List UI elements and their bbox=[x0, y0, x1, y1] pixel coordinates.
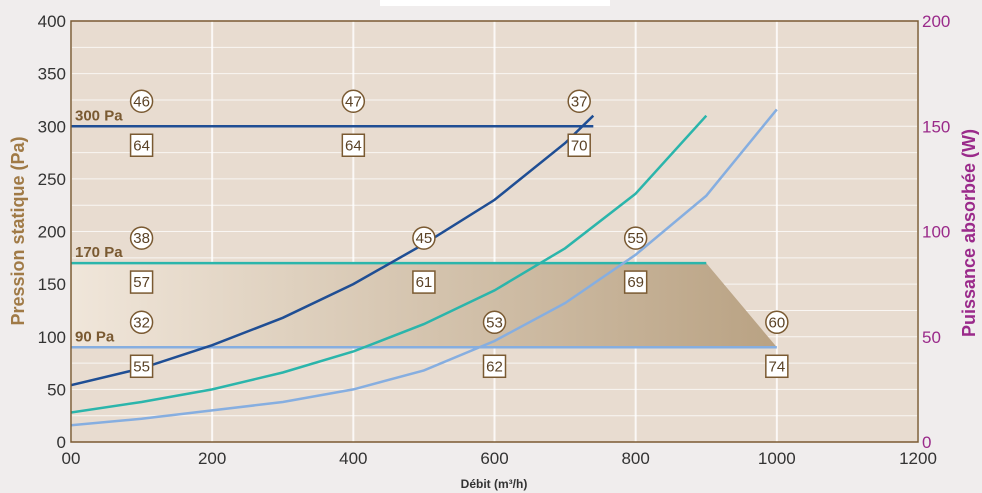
y2-tick-label: 50 bbox=[922, 328, 941, 347]
power-curve-300 bbox=[71, 114, 595, 387]
noise-circle-value: 46 bbox=[133, 93, 150, 110]
x-tick-label: 1200 bbox=[899, 449, 937, 468]
noise-circle-marker bbox=[412, 226, 436, 250]
operating-area-shape bbox=[71, 263, 777, 348]
y-tick-label: 100 bbox=[38, 328, 66, 347]
x-tick-label: 1000 bbox=[758, 449, 796, 468]
noise-square-marker bbox=[129, 133, 154, 157]
noise-circle-marker bbox=[129, 89, 154, 113]
x-tick-label: 800 bbox=[621, 449, 649, 468]
power-curve-90 bbox=[71, 108, 778, 427]
noise-circle-value: 55 bbox=[627, 230, 644, 247]
noise-square-value: 62 bbox=[486, 358, 503, 375]
operating-area bbox=[71, 263, 777, 348]
y2-tick-label: 100 bbox=[922, 223, 950, 242]
noise-square-value: 70 bbox=[571, 137, 588, 154]
noise-square-marker bbox=[765, 354, 789, 379]
y-tick-label: 200 bbox=[38, 223, 66, 242]
y-tick-label: 250 bbox=[38, 170, 66, 189]
noise-square-marker bbox=[129, 270, 154, 294]
power-curve-170 bbox=[71, 114, 708, 414]
y-tick-label: 0 bbox=[57, 433, 66, 452]
noise-circle-value: 53 bbox=[486, 314, 503, 331]
y2-axis-label: Puissance absorbée (W) bbox=[959, 129, 979, 337]
noise-square-marker bbox=[482, 354, 507, 379]
x-tick-label: 200 bbox=[198, 449, 226, 468]
x-tick-label: 400 bbox=[339, 449, 367, 468]
noise-circle-value: 37 bbox=[571, 93, 588, 110]
noise-square-value: 69 bbox=[627, 274, 644, 291]
pressure-line-label: 170 Pa bbox=[75, 244, 123, 261]
noise-circle-marker bbox=[765, 310, 789, 335]
y2-tick-label: 200 bbox=[922, 12, 950, 31]
axis-ticks: 0 50 100 150 200 250 300 350 400 0 50 100 150 200 00 20… bbox=[38, 12, 951, 468]
y-tick-label: 400 bbox=[38, 12, 66, 31]
noise-circle-value: 60 bbox=[768, 314, 785, 331]
noise-circle-marker bbox=[482, 310, 507, 335]
noise-square-value: 64 bbox=[133, 137, 150, 154]
noise-circle-marker bbox=[129, 226, 154, 250]
noise-square-value: 55 bbox=[133, 358, 150, 375]
noise-circle-marker bbox=[623, 226, 648, 250]
noise-circle-marker bbox=[129, 310, 154, 335]
noise-circle-value: 45 bbox=[416, 230, 433, 247]
y2-tick-label: 150 bbox=[922, 117, 950, 136]
y-tick-label: 350 bbox=[38, 65, 66, 84]
noise-circle-marker bbox=[341, 89, 366, 113]
noise-square-value: 64 bbox=[345, 137, 362, 154]
y-tick-label: 300 bbox=[38, 117, 66, 136]
plot-frame bbox=[70, 20, 919, 443]
noise-square-marker bbox=[567, 133, 591, 157]
noise-square-marker bbox=[412, 270, 436, 294]
pressure-line-label: 90 Pa bbox=[75, 328, 115, 345]
pressure-line-label: 300 Pa bbox=[75, 107, 123, 124]
noise-square-value: 74 bbox=[768, 358, 785, 375]
noise-circle-value: 32 bbox=[133, 314, 150, 331]
title-remnant bbox=[380, 0, 610, 6]
markers: 300 Pa 46 64 47 64 37 70 170 Pa 38 57 45 61 55 69 90 P… bbox=[75, 89, 789, 379]
y-axis-label: Pression statique (Pa) bbox=[8, 136, 28, 325]
y-tick-label: 150 bbox=[38, 275, 66, 294]
x-axis-label: Débit (m³/h) bbox=[461, 477, 528, 491]
noise-circle-marker bbox=[567, 89, 591, 113]
power-curves bbox=[71, 108, 778, 427]
noise-square-marker bbox=[623, 270, 648, 294]
y2-tick-label: 0 bbox=[922, 433, 931, 452]
x-tick-label: 00 bbox=[62, 449, 81, 468]
noise-square-value: 57 bbox=[133, 274, 150, 291]
noise-square-value: 61 bbox=[416, 274, 433, 291]
noise-circle-value: 47 bbox=[345, 93, 362, 110]
y-tick-label: 50 bbox=[47, 380, 66, 399]
x-tick-label: 600 bbox=[480, 449, 508, 468]
noise-square-marker bbox=[129, 354, 154, 379]
noise-square-marker bbox=[341, 133, 366, 157]
noise-circle-value: 38 bbox=[133, 230, 150, 247]
